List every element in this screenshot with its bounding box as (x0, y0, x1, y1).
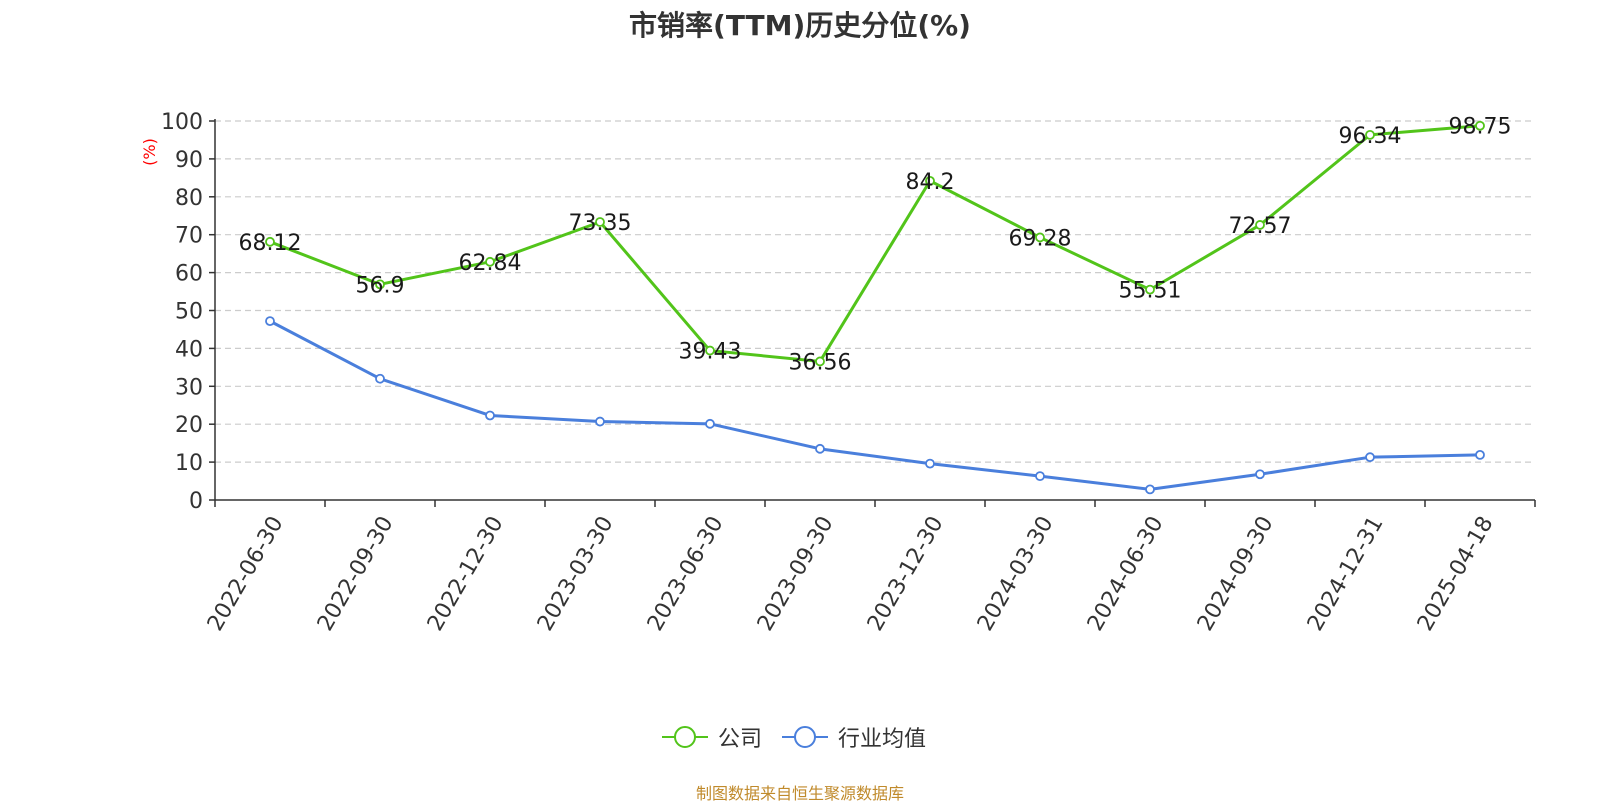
data-point (1365, 129, 1375, 140)
legend-company-label: 公司 (718, 727, 763, 752)
y-tick-label: 10 (175, 451, 203, 476)
data-label: 39.43 (679, 340, 742, 365)
data-point (1475, 449, 1485, 460)
legend-industry-icon (782, 726, 829, 748)
y-axis-label: (%) (140, 138, 159, 166)
data-label: 84.2 (906, 170, 955, 195)
chart-title: 市销率(TTM)历史分位(%) (629, 9, 971, 42)
data-point (485, 410, 495, 421)
y-tick-label: 90 (175, 148, 203, 173)
x-tick-label: 2024-12-31 (1303, 512, 1389, 635)
data-point (1255, 220, 1265, 230)
legend-industry-label: 行业均值 (838, 727, 927, 752)
data-label: 62.84 (459, 251, 522, 276)
data-point (485, 256, 495, 267)
x-tick-label: 2023-12-30 (863, 512, 949, 635)
x-tick-label: 2024-03-30 (973, 512, 1059, 635)
y-tick-label: 0 (189, 489, 203, 514)
data-point (1365, 452, 1375, 463)
data-label: 96.34 (1339, 124, 1402, 149)
data-point (595, 416, 605, 427)
data-labels: 68.12 56.9 62.84 73.35 39.43 36.56 84.2 69.28 55… (239, 115, 1512, 376)
x-tick-label: 2024-06-30 (1083, 512, 1169, 635)
x-tick-label: 2022-12-30 (423, 512, 509, 635)
y-tick-label: 70 (175, 224, 203, 249)
y-tick-label: 80 (175, 186, 203, 211)
data-point (925, 175, 935, 186)
data-label: 56.9 (356, 273, 405, 298)
y-tick-label: 40 (175, 337, 203, 362)
x-tick-label: 2022-09-30 (313, 512, 399, 635)
data-point (595, 217, 605, 227)
data-label: 36.56 (789, 350, 852, 375)
data-point (1145, 484, 1155, 495)
series-line-1 (269, 319, 1481, 491)
data-point (815, 356, 825, 367)
data-label: 98.75 (1449, 115, 1512, 140)
y-tick-label: 60 (175, 262, 203, 287)
y-tick-label: 50 (175, 300, 203, 325)
x-tick-label: 2024-09-30 (1193, 512, 1279, 635)
series-line-0 (269, 124, 1481, 363)
data-point (815, 443, 825, 454)
y-tick-label: 20 (175, 413, 203, 438)
data-point (1475, 120, 1485, 131)
legend: 公司 行业均值 (660, 722, 926, 752)
x-tick-label: 2023-03-30 (533, 512, 619, 635)
legend-item-industry[interactable]: 行业均值 (780, 721, 926, 753)
data-point (705, 345, 715, 356)
x-tick-label: 2023-09-30 (753, 512, 839, 635)
data-point (705, 418, 715, 429)
data-label: 55.51 (1119, 279, 1182, 304)
data-label: 73.35 (569, 211, 632, 236)
data-point (1035, 232, 1045, 243)
legend-company-icon (662, 726, 708, 748)
data-label: 68.12 (239, 231, 302, 256)
data-point (375, 373, 385, 384)
data-point (375, 279, 385, 290)
x-tick-label: 2025-04-18 (1413, 512, 1499, 635)
grid-lines (215, 120, 1535, 463)
series (265, 120, 1485, 495)
data-point (1255, 469, 1265, 480)
data-point (265, 316, 275, 327)
data-point (1035, 471, 1045, 482)
data-point (1145, 284, 1155, 295)
x-tick-label: 2022-06-30 (203, 512, 289, 635)
legend-item-company[interactable]: 公司 (660, 721, 762, 753)
y-tick-label: 100 (161, 110, 203, 135)
x-tick-label: 2023-06-30 (643, 512, 729, 635)
data-point (925, 458, 935, 469)
y-tick-label: 30 (175, 375, 203, 400)
source-note: 制图数据来自恒生聚源数据库 (695, 784, 904, 803)
data-label: 72.57 (1229, 214, 1292, 239)
data-label: 69.28 (1009, 226, 1072, 251)
data-point (265, 236, 275, 247)
